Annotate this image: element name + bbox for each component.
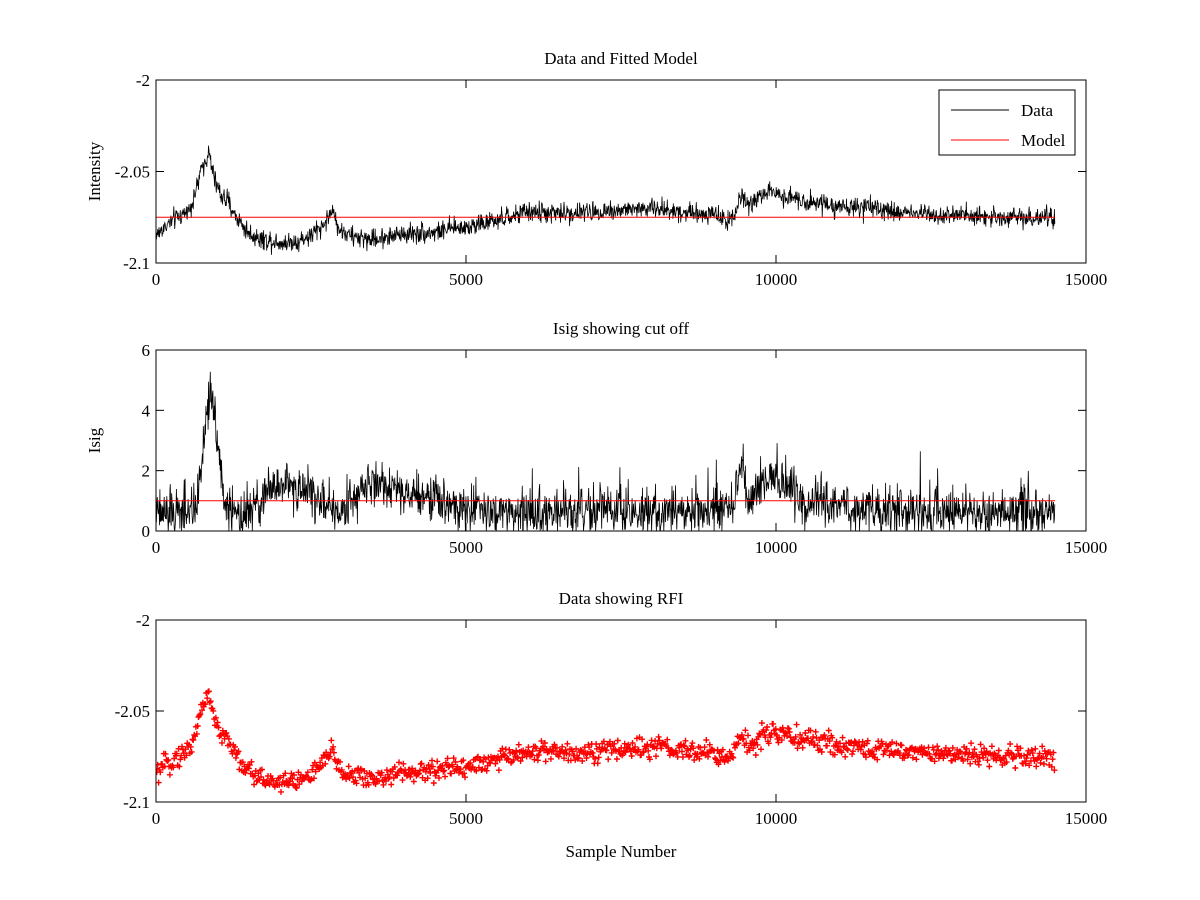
legend-box — [938, 89, 1076, 156]
chart-panel-1: 0 5000 10000 15000 -2.1 -2.05 -2 Data and Fitte… — [85, 49, 1107, 289]
x-tick-label: 0 — [152, 809, 161, 828]
y-tick-label: -2.05 — [115, 163, 150, 182]
x-tick-label: 5000 — [449, 270, 483, 289]
chart-title: Data showing RFI — [559, 589, 684, 608]
y-tick-label: -2.1 — [123, 254, 150, 273]
y-tick-label: 2 — [142, 462, 151, 481]
chart3-series-1-markers — [156, 688, 1058, 795]
y-tick-label: -2 — [136, 611, 150, 630]
chart2-series-1-line — [156, 371, 1056, 531]
chart-title: Data and Fitted Model — [544, 49, 698, 68]
plot-area-1 — [156, 145, 1056, 255]
x-tick-label: 10000 — [755, 538, 798, 557]
y-tick-label: -2.1 — [123, 793, 150, 812]
legend-label-2: Model — [1021, 131, 1066, 150]
x-tick-label: 0 — [152, 538, 161, 557]
y-tick-label: -2.05 — [115, 702, 150, 721]
x-tick-label: 5000 — [449, 538, 483, 557]
legend-label-1: Data — [1021, 101, 1054, 120]
x-tick-label: 5000 — [449, 809, 483, 828]
y-tick-label: 4 — [142, 401, 151, 420]
y-axis-label: Isig — [85, 427, 104, 453]
y-tick-label: 0 — [142, 522, 151, 541]
axes-box-2 — [155, 349, 1087, 532]
plot-area-3 — [156, 688, 1058, 795]
chart-title: Isig showing cut off — [553, 319, 689, 338]
x-tick-label: 15000 — [1065, 538, 1108, 557]
x-axis-label: Sample Number — [566, 842, 677, 861]
x-tick-label: 15000 — [1065, 809, 1108, 828]
chart-panel-3: 0 5000 10000 15000 -2.1 -2.05 -2 Data showing R… — [115, 589, 1108, 861]
chart-panel-2: 0 5000 10000 15000 0 2 4 6 Isig showing cut off I… — [85, 319, 1107, 557]
x-tick-label: 15000 — [1065, 270, 1108, 289]
plot-area-2 — [156, 371, 1056, 531]
x-tick-label: 10000 — [755, 809, 798, 828]
x-tick-label: 0 — [152, 270, 161, 289]
chart1-series-1-line — [156, 145, 1056, 255]
x-tick-label: 10000 — [755, 270, 798, 289]
y-tick-label: -2 — [136, 71, 150, 90]
legend: Data Model — [938, 89, 1076, 156]
y-tick-label: 6 — [142, 341, 151, 360]
y-axis-label: Intensity — [85, 141, 104, 201]
